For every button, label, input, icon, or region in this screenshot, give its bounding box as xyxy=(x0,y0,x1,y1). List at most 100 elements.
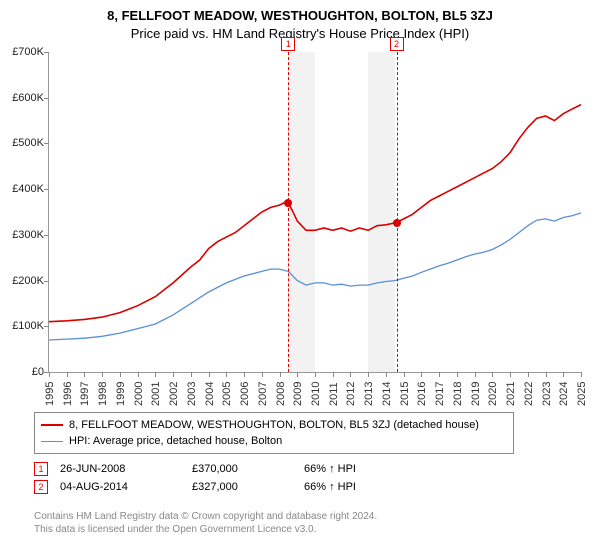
sale-row-marker: 2 xyxy=(34,480,48,494)
x-axis-label: 2011 xyxy=(328,382,340,406)
x-tick xyxy=(386,372,387,377)
y-axis-label: £400K xyxy=(2,183,44,195)
x-tick xyxy=(226,372,227,377)
x-tick xyxy=(581,372,582,377)
x-tick xyxy=(350,372,351,377)
y-axis-label: £500K xyxy=(2,137,44,149)
sale-vline xyxy=(397,52,398,372)
x-tick xyxy=(191,372,192,377)
x-axis-label: 2023 xyxy=(541,382,553,406)
footer-line-2: This data is licensed under the Open Gov… xyxy=(34,523,377,536)
x-tick xyxy=(404,372,405,377)
y-axis-label: £200K xyxy=(2,275,44,287)
x-axis-label: 2025 xyxy=(576,382,588,406)
x-axis-label: 2005 xyxy=(221,382,233,406)
x-tick xyxy=(155,372,156,377)
x-axis-label: 2006 xyxy=(239,382,251,406)
x-axis-label: 2007 xyxy=(257,382,269,406)
footer-line-1: Contains HM Land Registry data © Crown c… xyxy=(34,510,377,523)
plot-area: 12 xyxy=(48,52,581,373)
sale-price: £327,000 xyxy=(192,481,292,493)
x-axis-label: 2021 xyxy=(505,382,517,406)
x-axis-label: 1995 xyxy=(44,382,56,406)
x-tick xyxy=(280,372,281,377)
x-axis-label: 2004 xyxy=(204,382,216,406)
sale-date: 26-JUN-2008 xyxy=(60,463,180,475)
x-tick xyxy=(297,372,298,377)
sale-price: £370,000 xyxy=(192,463,292,475)
x-axis-label: 2016 xyxy=(416,382,428,406)
x-axis-label: 1997 xyxy=(79,382,91,406)
legend-label: 8, FELLFOOT MEADOW, WESTHOUGHTON, BOLTON… xyxy=(69,419,479,431)
legend: 8, FELLFOOT MEADOW, WESTHOUGHTON, BOLTON… xyxy=(34,412,514,454)
x-axis-label: 2009 xyxy=(292,382,304,406)
sale-vline xyxy=(288,52,289,372)
x-tick xyxy=(84,372,85,377)
y-tick xyxy=(44,98,49,99)
legend-row: 8, FELLFOOT MEADOW, WESTHOUGHTON, BOLTON… xyxy=(41,417,507,433)
sale-note: 66% ↑ HPI xyxy=(304,463,356,475)
x-axis-label: 2013 xyxy=(363,382,375,406)
y-tick xyxy=(44,326,49,327)
x-axis-label: 2024 xyxy=(558,382,570,406)
x-tick xyxy=(315,372,316,377)
legend-swatch xyxy=(41,424,63,426)
x-tick xyxy=(475,372,476,377)
x-axis-label: 2012 xyxy=(345,382,357,406)
x-tick xyxy=(421,372,422,377)
x-tick xyxy=(209,372,210,377)
x-tick xyxy=(492,372,493,377)
x-axis-label: 2010 xyxy=(310,382,322,406)
x-tick xyxy=(120,372,121,377)
x-tick xyxy=(333,372,334,377)
x-tick xyxy=(510,372,511,377)
chart-title: 8, FELLFOOT MEADOW, WESTHOUGHTON, BOLTON… xyxy=(0,8,600,23)
x-axis-label: 2014 xyxy=(381,382,393,406)
x-tick xyxy=(528,372,529,377)
y-tick xyxy=(44,52,49,53)
y-tick xyxy=(44,143,49,144)
sale-row-marker: 1 xyxy=(34,462,48,476)
sale-date: 04-AUG-2014 xyxy=(60,481,180,493)
sale-note: 66% ↑ HPI xyxy=(304,481,356,493)
y-axis-label: £700K xyxy=(2,46,44,58)
y-axis-label: £0 xyxy=(2,366,44,378)
x-axis-label: 2019 xyxy=(470,382,482,406)
y-axis-label: £300K xyxy=(2,229,44,241)
sale-row: 2 04-AUG-2014 £327,000 66% ↑ HPI xyxy=(34,478,356,496)
x-axis-label: 2020 xyxy=(487,382,499,406)
x-tick xyxy=(546,372,547,377)
sale-point xyxy=(393,219,401,227)
x-axis-label: 1998 xyxy=(97,382,109,406)
x-axis-label: 2008 xyxy=(275,382,287,406)
x-tick xyxy=(262,372,263,377)
sale-point xyxy=(284,199,292,207)
x-tick xyxy=(439,372,440,377)
x-tick xyxy=(102,372,103,377)
x-axis-label: 2018 xyxy=(452,382,464,406)
y-axis-label: £600K xyxy=(2,92,44,104)
legend-label: HPI: Average price, detached house, Bolt… xyxy=(69,435,282,447)
y-tick xyxy=(44,235,49,236)
x-tick xyxy=(244,372,245,377)
x-tick xyxy=(457,372,458,377)
x-axis-label: 2002 xyxy=(168,382,180,406)
x-tick xyxy=(49,372,50,377)
sales-table: 1 26-JUN-2008 £370,000 66% ↑ HPI 2 04-AUG-201… xyxy=(34,460,356,496)
x-axis-label: 2003 xyxy=(186,382,198,406)
x-tick xyxy=(563,372,564,377)
legend-row: HPI: Average price, detached house, Bolt… xyxy=(41,433,507,449)
y-tick xyxy=(44,189,49,190)
x-axis-label: 2022 xyxy=(523,382,535,406)
series-svg xyxy=(49,52,581,372)
sale-marker-label: 1 xyxy=(281,37,295,51)
chart-subtitle: Price paid vs. HM Land Registry's House … xyxy=(0,26,600,41)
x-tick xyxy=(368,372,369,377)
y-axis-label: £100K xyxy=(2,320,44,332)
x-tick xyxy=(138,372,139,377)
footer: Contains HM Land Registry data © Crown c… xyxy=(34,510,377,536)
x-axis-label: 2001 xyxy=(150,382,162,406)
y-tick xyxy=(44,281,49,282)
sale-row: 1 26-JUN-2008 £370,000 66% ↑ HPI xyxy=(34,460,356,478)
x-axis-label: 2017 xyxy=(434,382,446,406)
